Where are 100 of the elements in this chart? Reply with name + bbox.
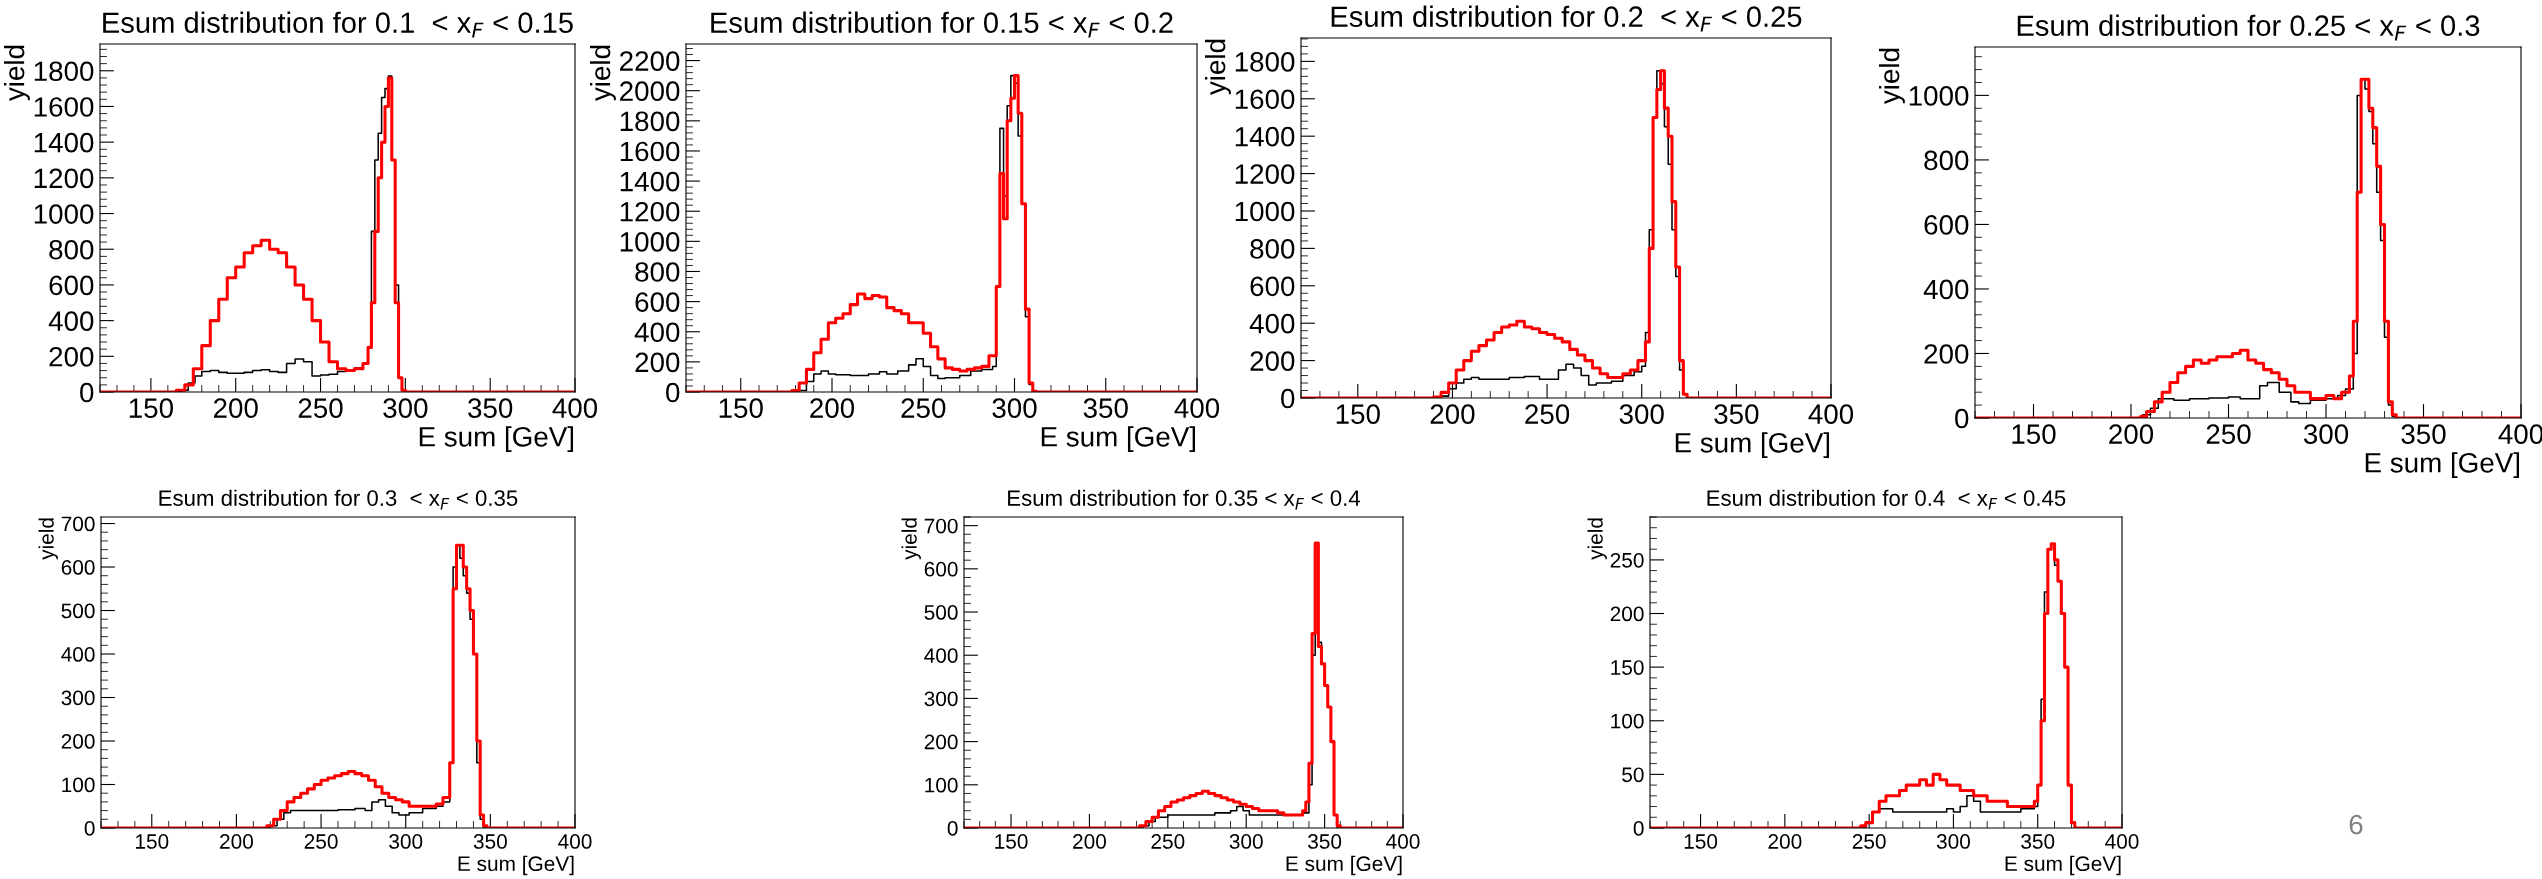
x-tick-label: 150 (136, 834, 169, 849)
y-tick-label: 0 (1281, 388, 1295, 409)
y-tick-label: 0 (1633, 821, 1644, 836)
y-tick-label: 1800 (34, 61, 94, 82)
y-tick-label: 1000 (1909, 86, 1969, 106)
y-tick-label: 200 (924, 734, 958, 750)
y-tick-label: 600 (61, 560, 95, 575)
x-tick-label: 300 (389, 834, 423, 849)
x-tick-label: 200 (1073, 834, 1106, 849)
x-tick-label: 350 (2401, 424, 2446, 444)
y-tick-label: 200 (61, 734, 95, 749)
y-tick-label: 1400 (1235, 126, 1295, 147)
y-tick-label: 0 (80, 382, 94, 403)
chart-title: Esum distribution for 0.35 < x$_{F}$ < 0.4 (1008, 489, 1361, 510)
y-axis-title: yield (38, 518, 58, 560)
x-tick-label: 300 (383, 398, 428, 418)
y-tick-label: 800 (49, 239, 94, 260)
y-tick-label: 1400 (34, 132, 94, 153)
y-tick-label: 200 (635, 352, 680, 373)
text: 6 (2349, 814, 2363, 835)
y-tick-label: 100 (1611, 713, 1644, 729)
y-tick-label: 800 (635, 262, 680, 282)
y-tick-label: 100 (62, 777, 95, 793)
x-tick-label: 250 (1151, 834, 1185, 849)
y-tick-label: 1200 (1235, 164, 1295, 184)
x-tick-label: 150 (719, 398, 763, 418)
x-tick-label: 300 (992, 398, 1037, 418)
y-tick-label: 400 (1923, 279, 1969, 300)
y-tick-label: 400 (48, 311, 94, 331)
chart-title: Esum distribution for 0.25 < x$_{F}$ < 0.3 (2017, 14, 2480, 41)
y-tick-label: 0 (84, 821, 95, 836)
y-tick-label: 2000 (620, 81, 680, 102)
y-tick-label: 600 (635, 292, 680, 312)
x-axis-title: E sum [GeV] (1675, 432, 1830, 459)
x-tick-label: 350 (1308, 834, 1342, 849)
y-tick-label: 1000 (34, 204, 94, 224)
y-axis-title: yield (1204, 39, 1231, 96)
y-tick-label: 400 (924, 648, 958, 663)
x-tick-label: 250 (1852, 834, 1886, 849)
x-tick-label: 300 (2303, 424, 2349, 444)
y-tick-label: 1600 (34, 97, 94, 117)
y-tick-label: 400 (634, 322, 680, 343)
y-tick-label: 1000 (620, 232, 680, 252)
x-tick-label: 200 (1430, 404, 1475, 424)
y-tick-label: 2200 (620, 51, 680, 71)
x-tick-label: 400 (2105, 834, 2139, 849)
y-tick-label: 400 (61, 647, 95, 662)
y-axis-title: yield (1878, 48, 1905, 105)
x-tick-label: 350 (473, 834, 507, 849)
x-tick-label: 200 (810, 398, 855, 418)
y-tick-label: 700 (61, 516, 95, 532)
y-tick-label: 700 (924, 518, 958, 534)
y-tick-label: 800 (1924, 150, 1969, 171)
y-tick-label: 400 (1249, 313, 1295, 334)
y-tick-label: 1200 (620, 201, 680, 222)
y-tick-label: 1600 (1235, 89, 1295, 110)
x-axis-title: E sum [GeV] (2365, 452, 2520, 479)
x-tick-label: 350 (2021, 834, 2055, 849)
x-tick-label: 200 (2109, 424, 2154, 444)
y-tick-label: 0 (1955, 408, 1969, 429)
y-tick-label: 500 (924, 605, 958, 620)
x-tick-label: 400 (552, 398, 598, 418)
y-tick-label: 0 (947, 821, 958, 836)
y-tick-label: 1800 (1235, 52, 1295, 72)
y-axis-title: yield (3, 45, 30, 102)
chart-title: Esum distribution for 0.15 < x$_{F}$ < 0.2 (711, 11, 1173, 38)
y-tick-label: 50 (1622, 767, 1644, 783)
x-axis-title: E sum [GeV] (419, 426, 574, 453)
x-tick-label: 250 (298, 398, 343, 418)
x-tick-label: 200 (1768, 834, 1802, 849)
y-tick-label: 800 (1250, 239, 1295, 259)
y-tick-label: 300 (924, 691, 958, 707)
x-tick-label: 250 (1525, 404, 1570, 424)
y-tick-label: 200 (49, 346, 94, 367)
x-tick-label: 150 (2012, 424, 2056, 444)
x-tick-label: 400 (1808, 404, 1854, 424)
y-tick-label: 600 (924, 561, 958, 577)
x-tick-label: 200 (220, 834, 253, 849)
x-tick-label: 400 (1174, 398, 1220, 418)
x-tick-label: 150 (129, 398, 173, 418)
chart-title: Esum distribution for 0.3 < x$_{F}$ < 0.35 (159, 489, 518, 510)
x-tick-label: 350 (1083, 398, 1128, 418)
x-tick-label: 350 (468, 398, 513, 418)
y-tick-label: 1600 (620, 141, 680, 162)
y-tick-label: 150 (1611, 660, 1644, 675)
chart-title: Esum distribution for 0.2 < x$_{F}$ < 0.25 (1331, 5, 1802, 32)
x-tick-label: 200 (213, 398, 258, 418)
x-tick-label: 400 (558, 834, 592, 849)
y-tick-label: 1000 (1235, 201, 1295, 222)
y-tick-label: 200 (1250, 351, 1295, 371)
y-tick-label: 1400 (620, 171, 680, 192)
x-tick-label: 250 (304, 834, 338, 849)
x-axis-title: E sum [GeV] (1286, 855, 1402, 876)
y-tick-label: 100 (925, 777, 958, 793)
x-tick-label: 150 (1684, 834, 1718, 849)
x-tick-label: 150 (995, 834, 1028, 849)
y-tick-label: 300 (61, 690, 95, 706)
y-tick-label: 200 (1924, 344, 1969, 364)
y-axis-title: yield (589, 45, 616, 102)
x-axis-title: E sum [GeV] (458, 855, 574, 876)
